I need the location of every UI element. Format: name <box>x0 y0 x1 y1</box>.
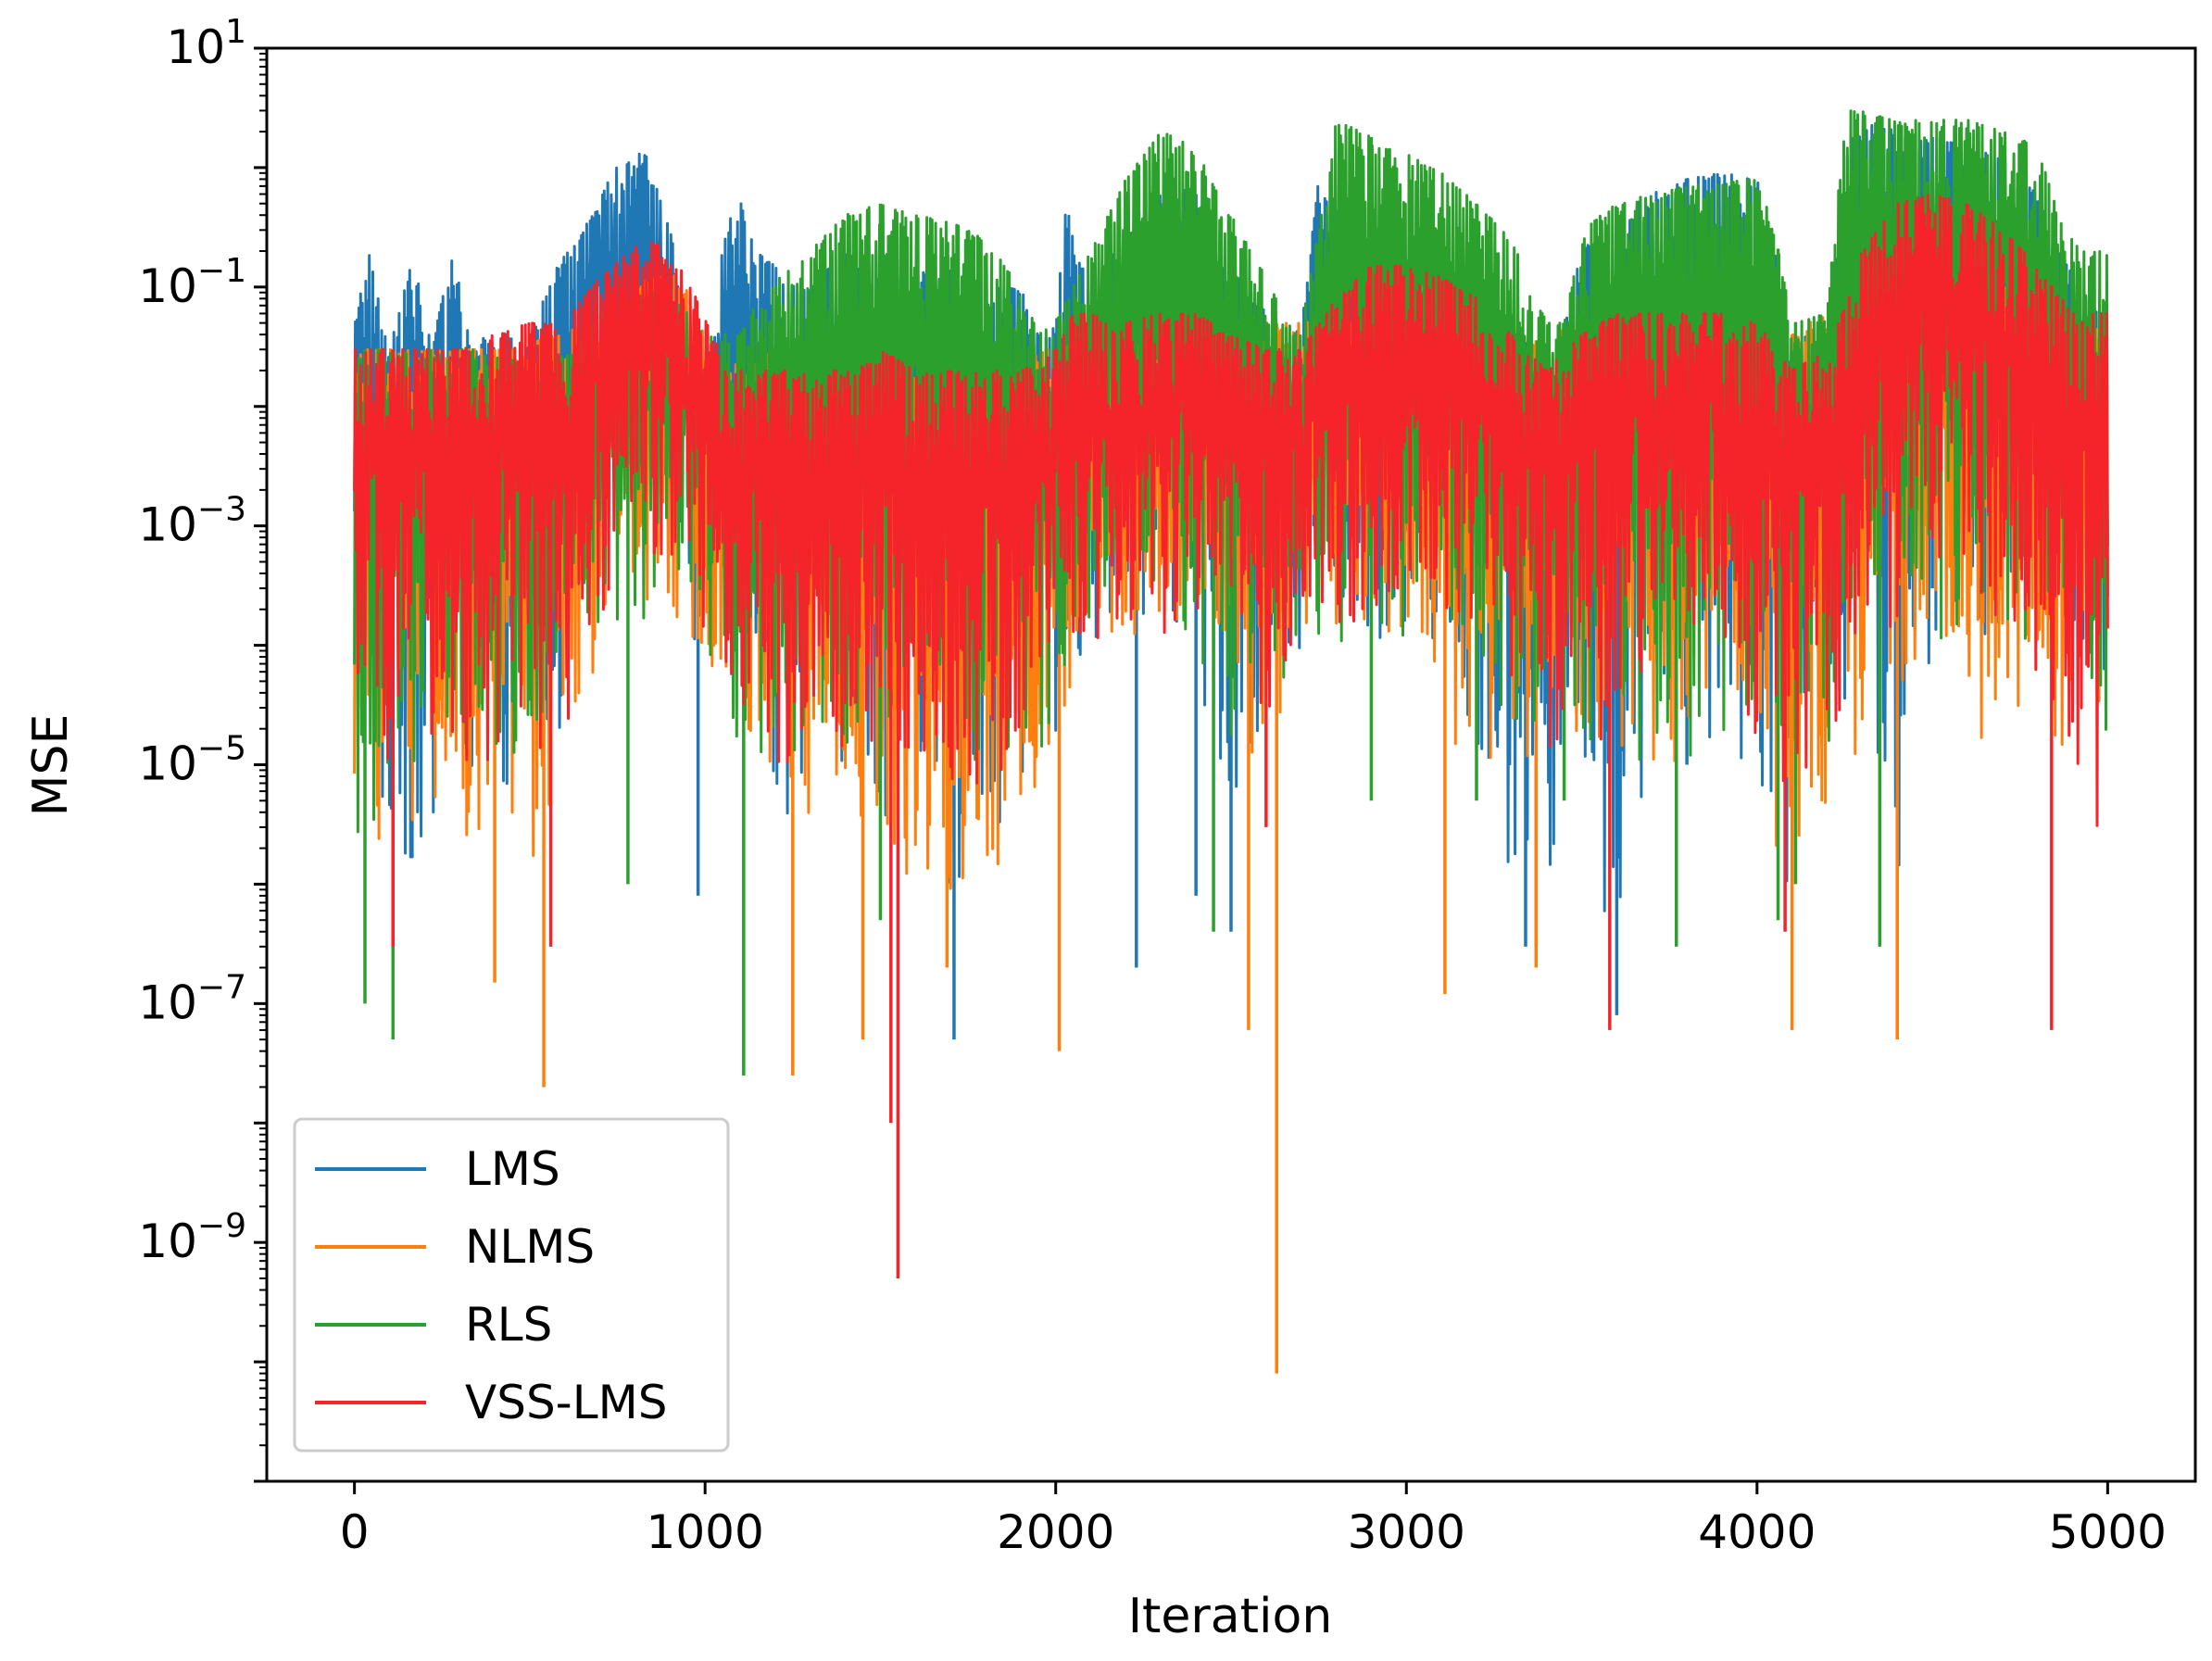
legend-label-nlms: NLMS <box>465 1220 595 1274</box>
x-tick-label: 0 <box>340 1505 370 1559</box>
y-axis-label: MSE <box>23 714 79 817</box>
y-tick-exponent: −9 <box>197 1207 246 1245</box>
y-tick-base: 10 <box>166 20 225 74</box>
y-tick-exponent: −7 <box>197 968 246 1006</box>
y-tick-base: 10 <box>138 498 197 552</box>
y-tick-label: 101 <box>166 13 246 74</box>
y-tick-label: 10−5 <box>138 730 246 791</box>
y-tick-exponent: −3 <box>197 491 246 529</box>
x-axis-label: Iteration <box>1128 1589 1333 1644</box>
y-tick-label: 10−3 <box>138 491 246 552</box>
y-tick-base: 10 <box>138 975 197 1029</box>
x-tick-label: 1000 <box>647 1505 764 1559</box>
y-tick-label: 10−1 <box>138 252 246 313</box>
legend-box <box>293 1117 730 1453</box>
legend-label-vss-lms: VSS-LMS <box>465 1376 667 1429</box>
x-tick-label: 2000 <box>997 1505 1114 1559</box>
legend: LMS NLMS RLS VSS-LMS <box>293 1117 730 1453</box>
x-tick-label: 5000 <box>2049 1505 2167 1559</box>
y-tick-base: 10 <box>138 259 197 313</box>
x-tick-label: 3000 <box>1348 1505 1465 1559</box>
x-axis: 0 1000 2000 3000 4000 5000 <box>340 1481 2167 1559</box>
legend-label-rls: RLS <box>465 1298 552 1352</box>
y-tick-label: 10−9 <box>138 1207 246 1268</box>
series-layer <box>353 109 2109 1374</box>
series-line-vss-lms <box>353 194 2109 827</box>
y-tick-label: 10−7 <box>138 968 246 1029</box>
y-tick-exponent: 1 <box>225 13 246 51</box>
x-tick-label: 4000 <box>1698 1505 1816 1559</box>
legend-label-lms: LMS <box>465 1142 560 1196</box>
y-tick-base: 10 <box>138 737 197 791</box>
y-tick-exponent: −5 <box>197 730 246 768</box>
y-tick-exponent: −1 <box>197 252 246 290</box>
y-tick-base: 10 <box>138 1214 197 1268</box>
